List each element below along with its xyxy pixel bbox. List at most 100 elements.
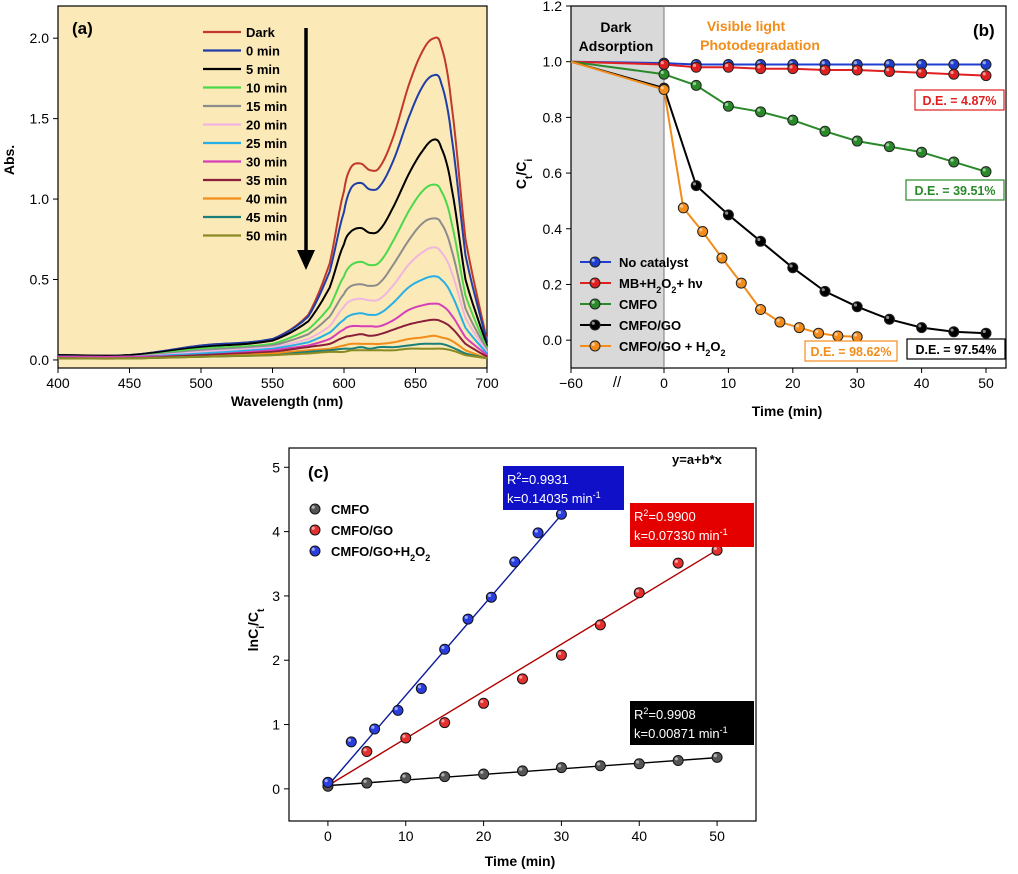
data-point — [916, 146, 928, 158]
x-tick-label: 10 — [398, 828, 414, 844]
y-tick-label: 4 — [272, 524, 280, 540]
y-tick-label: 0.8 — [543, 109, 563, 125]
data-point-highlight — [757, 237, 761, 242]
data-point-highlight — [776, 318, 780, 322]
series-line-30-min — [57, 302, 488, 358]
data-point — [658, 58, 670, 70]
data-point-highlight — [324, 779, 328, 783]
legend-marker — [589, 277, 601, 289]
data-point — [690, 79, 702, 91]
data-point-highlight — [417, 685, 422, 689]
data-point — [633, 758, 645, 770]
data-point-highlight — [596, 762, 601, 766]
fit-sup: 2 — [516, 471, 521, 481]
data-point — [400, 732, 412, 744]
x-tick-label: 30 — [554, 828, 570, 844]
data-point — [392, 704, 404, 716]
fit-r2: R2=0.9908 — [634, 706, 696, 722]
x-tick-label: 30 — [849, 375, 865, 391]
data-point — [345, 736, 357, 748]
data-point — [787, 63, 799, 75]
data-point — [672, 755, 684, 767]
legend-text: CMFO — [619, 297, 657, 312]
data-point — [980, 70, 992, 82]
data-point — [948, 156, 960, 168]
legend-label: MB+H2O2+ hν — [619, 276, 703, 295]
series-line-10-min — [57, 183, 488, 359]
legend-label: CMFO/GO+H2O2 — [331, 544, 430, 563]
x-tick-label: 650 — [404, 375, 428, 391]
legend-label: CMFO/GO + H2O2 — [619, 339, 725, 358]
data-point-highlight — [558, 764, 562, 768]
ylabel-sub: i — [256, 626, 267, 629]
data-point — [532, 527, 544, 539]
series-line-35-min — [57, 318, 488, 360]
data-point — [980, 166, 992, 178]
data-point-highlight — [834, 332, 838, 336]
ylabel-part: C — [513, 179, 529, 189]
y-tick-label: 1.0 — [543, 54, 563, 70]
data-point — [555, 762, 567, 774]
data-point — [980, 58, 992, 70]
legend-marker-highlight — [591, 321, 595, 325]
panel-c: 0 10 20 30 40 50012345CMFOCMFO/GOCMFO/GO+H2O2… — [245, 447, 757, 869]
legend-label: No catalyst — [619, 255, 689, 270]
data-point-highlight — [692, 82, 697, 86]
data-point-highlight — [692, 182, 697, 186]
data-point — [555, 508, 567, 520]
legend-marker-highlight — [591, 279, 595, 283]
series-line-5-min — [57, 138, 488, 357]
data-point — [555, 649, 567, 661]
de-box — [906, 338, 1006, 360]
de-box — [804, 340, 898, 362]
legend-sub: 2 — [656, 285, 661, 295]
data-point-highlight — [519, 675, 523, 679]
data-point — [883, 141, 895, 153]
fit-text: =0.9900 — [648, 509, 695, 524]
legend-label: 50 min — [246, 229, 287, 244]
fit-box — [630, 503, 754, 547]
data-point-highlight — [853, 333, 858, 337]
legend-marker — [589, 256, 601, 268]
fit-text: =0.9931 — [521, 472, 568, 487]
x-tick-label: 0 — [324, 828, 332, 844]
x-tick-label: 600 — [332, 375, 356, 391]
data-point-highlight — [660, 70, 664, 75]
series-line-50-min — [57, 347, 488, 360]
legend-text: + hν — [676, 276, 702, 291]
data-point — [322, 776, 334, 788]
legend-label: CMFO — [619, 297, 657, 312]
data-point-highlight — [789, 264, 793, 268]
data-point-highlight — [441, 719, 445, 723]
data-point — [400, 772, 412, 784]
x-tick-label: 500 — [189, 375, 213, 391]
data-point — [948, 58, 960, 70]
y-tick-label: 1.5 — [30, 111, 50, 127]
data-point-highlight — [737, 279, 742, 283]
data-point-highlight — [950, 158, 954, 162]
y-tick-label: 0.4 — [543, 221, 563, 237]
data-point — [813, 327, 825, 339]
ylabel-part: /C — [513, 162, 529, 176]
data-point — [478, 768, 490, 780]
legend-marker-highlight — [591, 300, 595, 304]
panel-b-xlabel: Time (min) — [752, 403, 823, 419]
data-point — [980, 327, 992, 339]
data-point — [819, 125, 831, 137]
legend-marker-highlight — [311, 547, 315, 551]
data-point-highlight — [713, 546, 717, 551]
data-point-highlight — [821, 127, 825, 132]
data-point-highlight — [692, 63, 697, 68]
data-point — [735, 277, 747, 289]
panel-a-axes: 400 450 500 550 600 650 700 0.0 0.5 1.0 1.5 2.0 — [30, 30, 499, 391]
y-tick-label: 1.0 — [30, 191, 50, 207]
data-point — [517, 673, 528, 685]
data-point-highlight — [635, 760, 640, 764]
legend-label: 15 min — [246, 99, 287, 114]
de-label: D.E. = 4.87% — [923, 94, 997, 108]
legend-label: 0 min — [246, 44, 280, 59]
fit-k: k=0.00871 min-1 — [634, 725, 728, 741]
data-point-highlight — [660, 86, 664, 90]
data-point-highlight — [918, 324, 922, 328]
data-point — [672, 557, 684, 569]
